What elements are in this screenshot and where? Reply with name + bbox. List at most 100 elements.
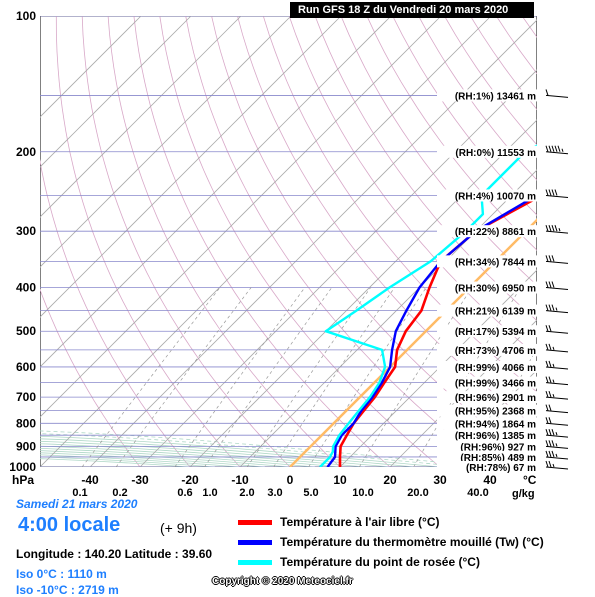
wind-barb-flag	[549, 405, 551, 411]
wind-barb-flag	[552, 429, 554, 435]
wind-barb-flag	[549, 325, 551, 331]
x-tick-label: 40	[483, 473, 497, 487]
wind-barb-staff	[546, 331, 568, 333]
wind-barb-half	[559, 228, 560, 231]
wind-barb-half	[556, 443, 557, 446]
wind-barb-flag	[549, 391, 551, 397]
y-tick-label: 800	[16, 416, 36, 430]
wind-barb-flag	[549, 429, 551, 435]
wind-barb-flag	[546, 282, 548, 288]
wind-barb-flag	[549, 305, 551, 311]
y-tick-label: 1000	[9, 460, 36, 474]
y-tick-label: 500	[16, 324, 36, 338]
mixing-ratio-unit: g/kg	[512, 488, 535, 500]
x-tick-label: -10	[231, 473, 249, 487]
isotherm	[590, 16, 595, 467]
wind-barb-flag	[552, 225, 554, 231]
run-title: Run GFS 18 Z du Vendredi 20 mars 2020	[290, 2, 534, 18]
height-label: (RH:30%) 6950 m	[455, 284, 536, 295]
wind-barb-staff	[546, 95, 568, 97]
wind-barb-flag	[555, 146, 557, 152]
wind-barb-flag	[546, 405, 548, 411]
legend-swatch	[238, 560, 272, 565]
wind-barb-half	[556, 432, 557, 435]
x-tick-label: 0	[287, 473, 294, 487]
y-axis-label: hPa	[12, 473, 34, 487]
mixing-ratio-tick: 40.0	[467, 487, 488, 499]
wind-barb-flag	[549, 146, 551, 152]
wind-barb-half	[556, 308, 557, 311]
local-time: 4:00 locale	[18, 514, 120, 537]
height-label: (RH:99%) 4066 m	[455, 363, 536, 374]
y-tick-label: 200	[16, 145, 36, 159]
wind-barb-flag	[549, 255, 551, 261]
wind-barb-half	[562, 149, 563, 152]
y-tick-label: 700	[16, 390, 36, 404]
legend-item-wet-bulb: Température du thermomètre mouillé (Tw) …	[238, 534, 544, 550]
height-label: (RH:73%) 4706 m	[455, 346, 536, 357]
wind-barb-flag	[546, 361, 548, 367]
copyright: Copyright © 2020 Meteociel.fr	[212, 576, 353, 587]
wind-barb-half	[556, 454, 557, 457]
wind-barb-flag	[555, 225, 557, 231]
wind-barb-flag	[546, 440, 548, 446]
wind-barbs	[546, 89, 568, 469]
wind-barb-flag	[546, 89, 548, 95]
mixing-ratio-tick: 1.0	[202, 487, 217, 499]
wind-barb-staff	[546, 231, 568, 233]
dry-adiabat	[574, 16, 595, 467]
wind-barb-flag	[546, 417, 548, 423]
wind-barb-flag	[546, 189, 548, 195]
height-label: (RH:99%) 3466 m	[455, 379, 536, 390]
wind-barb-staff	[546, 261, 568, 263]
wind-barb-flag	[552, 451, 554, 457]
wind-barb-staff	[546, 411, 568, 413]
height-label: (RH:94%) 1864 m	[455, 419, 536, 430]
y-tick-label: 300	[16, 224, 36, 238]
legend-item-air-temp: Température à l'air libre (°C)	[238, 514, 439, 530]
wind-barb-flag	[549, 417, 551, 423]
wind-barb-flag	[552, 282, 554, 288]
wind-barb-flag	[549, 344, 551, 350]
height-label: (RH:96%) 2901 m	[455, 393, 536, 404]
wind-barb-flag	[546, 391, 548, 397]
wind-barb-half	[553, 394, 554, 397]
legend-item-dew-point: Température du point de rosée (°C)	[238, 554, 480, 570]
height-label: (RH:22%) 8861 m	[455, 227, 536, 238]
wind-barb-flag	[552, 255, 554, 261]
x-axis-label: °C	[523, 473, 537, 487]
wind-barb-flag	[549, 440, 551, 446]
wind-barb-flag	[546, 255, 548, 261]
mixing-ratio-tick: 10.0	[352, 487, 373, 499]
wind-barb-flag	[546, 461, 548, 467]
coordinates: Longitude : 140.20 Latitude : 39.60	[16, 547, 212, 561]
wind-barb-staff	[546, 435, 568, 437]
wind-barb-staff	[546, 350, 568, 352]
height-label: (RH:21%) 6139 m	[455, 307, 536, 318]
x-tick-label: 10	[333, 473, 347, 487]
y-tick-label: 400	[16, 281, 36, 295]
wind-barb-staff	[546, 446, 568, 448]
legend-swatch	[238, 540, 272, 545]
wind-barb-half	[553, 347, 554, 350]
x-tick-label: -40	[81, 473, 99, 487]
wind-barb-flag	[549, 225, 551, 231]
x-tick-label: -20	[181, 473, 199, 487]
height-label: (RH:34%) 7844 m	[455, 257, 536, 268]
wind-barb-flag	[549, 461, 551, 467]
wind-barb-staff	[546, 383, 568, 385]
wind-barb-staff	[546, 397, 568, 399]
mixing-ratio-tick: 2.0	[239, 487, 254, 499]
legend-label: Température à l'air libre (°C)	[280, 515, 439, 529]
y-tick-label: 100	[16, 9, 36, 23]
height-label: (RH:95%) 2368 m	[455, 407, 536, 418]
wind-barb-flag	[552, 305, 554, 311]
wind-barb-flag	[549, 451, 551, 457]
wind-barb-flag	[546, 225, 548, 231]
wind-barb-staff	[546, 367, 568, 369]
wind-barb-flag	[549, 361, 551, 367]
wind-barb-flag	[546, 344, 548, 350]
height-label: (RH:1%) 13461 m	[455, 91, 536, 102]
wind-barb-flag	[558, 146, 560, 152]
utc-offset: (+ 9h)	[160, 520, 197, 536]
